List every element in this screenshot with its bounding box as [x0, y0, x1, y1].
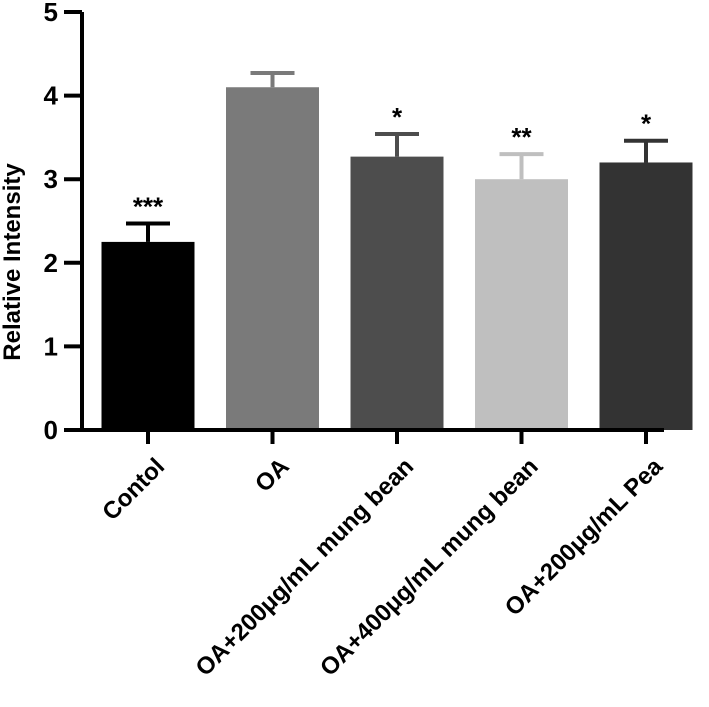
axes-layer [80, 12, 664, 432]
y-ticks: 0 1 2 3 4 5 [44, 0, 82, 445]
y-tick-label-3: 3 [44, 164, 58, 194]
x-tick-label-0: Contol [97, 453, 170, 526]
significance-label-4: * [641, 109, 652, 139]
y-tick-label-4: 4 [44, 81, 59, 111]
significance-label-2: * [392, 102, 403, 132]
bar-1 [226, 87, 319, 431]
bar-0 [101, 241, 195, 430]
y-axis-label: Relative Intensity [0, 163, 26, 361]
bars-layer: ****** * [101, 71, 693, 431]
y-tick-label-0: 0 [44, 415, 58, 445]
significance-label-3: ** [511, 122, 532, 152]
x-tick-label-1: OA [250, 453, 295, 498]
x-tick-label-3: OA+400μg/mL mung bean [315, 453, 544, 682]
bar-4 [599, 162, 693, 431]
bar-2 [350, 156, 444, 431]
x-tick-label-2: OA+200μg/mL mung bean [191, 453, 420, 682]
y-tick-label-2: 2 [44, 248, 58, 278]
significance-label-0: *** [133, 192, 164, 222]
y-tick-label-5: 5 [44, 0, 58, 27]
bar-3 [475, 179, 568, 430]
y-tick-label-1: 1 [44, 331, 58, 361]
